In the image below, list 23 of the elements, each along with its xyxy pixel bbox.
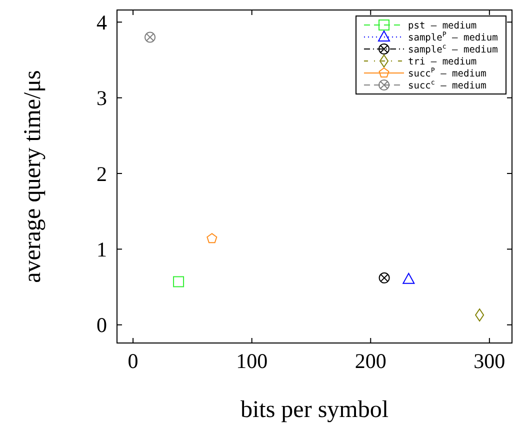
y-tick-label: 1 xyxy=(96,238,107,262)
legend-label: pst — medium xyxy=(408,20,477,32)
y-axis-title: average query time/μs xyxy=(20,70,46,283)
legend-label: tri — medium xyxy=(408,56,477,68)
point xyxy=(173,276,184,288)
y-tick-label: 4 xyxy=(96,10,108,34)
y-tick-label: 0 xyxy=(96,313,107,338)
point xyxy=(378,272,390,284)
x-tick-label: 0 xyxy=(128,349,138,373)
legend-label: sample$^{P}$ — medium xyxy=(408,30,498,44)
legend-label: succ$^{c}$ — medium xyxy=(408,78,487,92)
point xyxy=(475,308,484,322)
point xyxy=(144,32,156,43)
legend-label: succ$^{P}$ — medium xyxy=(408,66,487,80)
legend-label: sample$^{c}$ — medium xyxy=(408,42,498,56)
x-tick-label: 200 xyxy=(354,349,386,373)
x-tick-label: 300 xyxy=(474,349,506,373)
x-axis-title: bits per symbol xyxy=(240,397,389,423)
point xyxy=(402,272,415,284)
y-tick-label: 3 xyxy=(96,86,107,110)
point xyxy=(206,233,218,244)
y-tick-label: 2 xyxy=(96,162,107,186)
x-tick-label: 100 xyxy=(236,349,268,373)
